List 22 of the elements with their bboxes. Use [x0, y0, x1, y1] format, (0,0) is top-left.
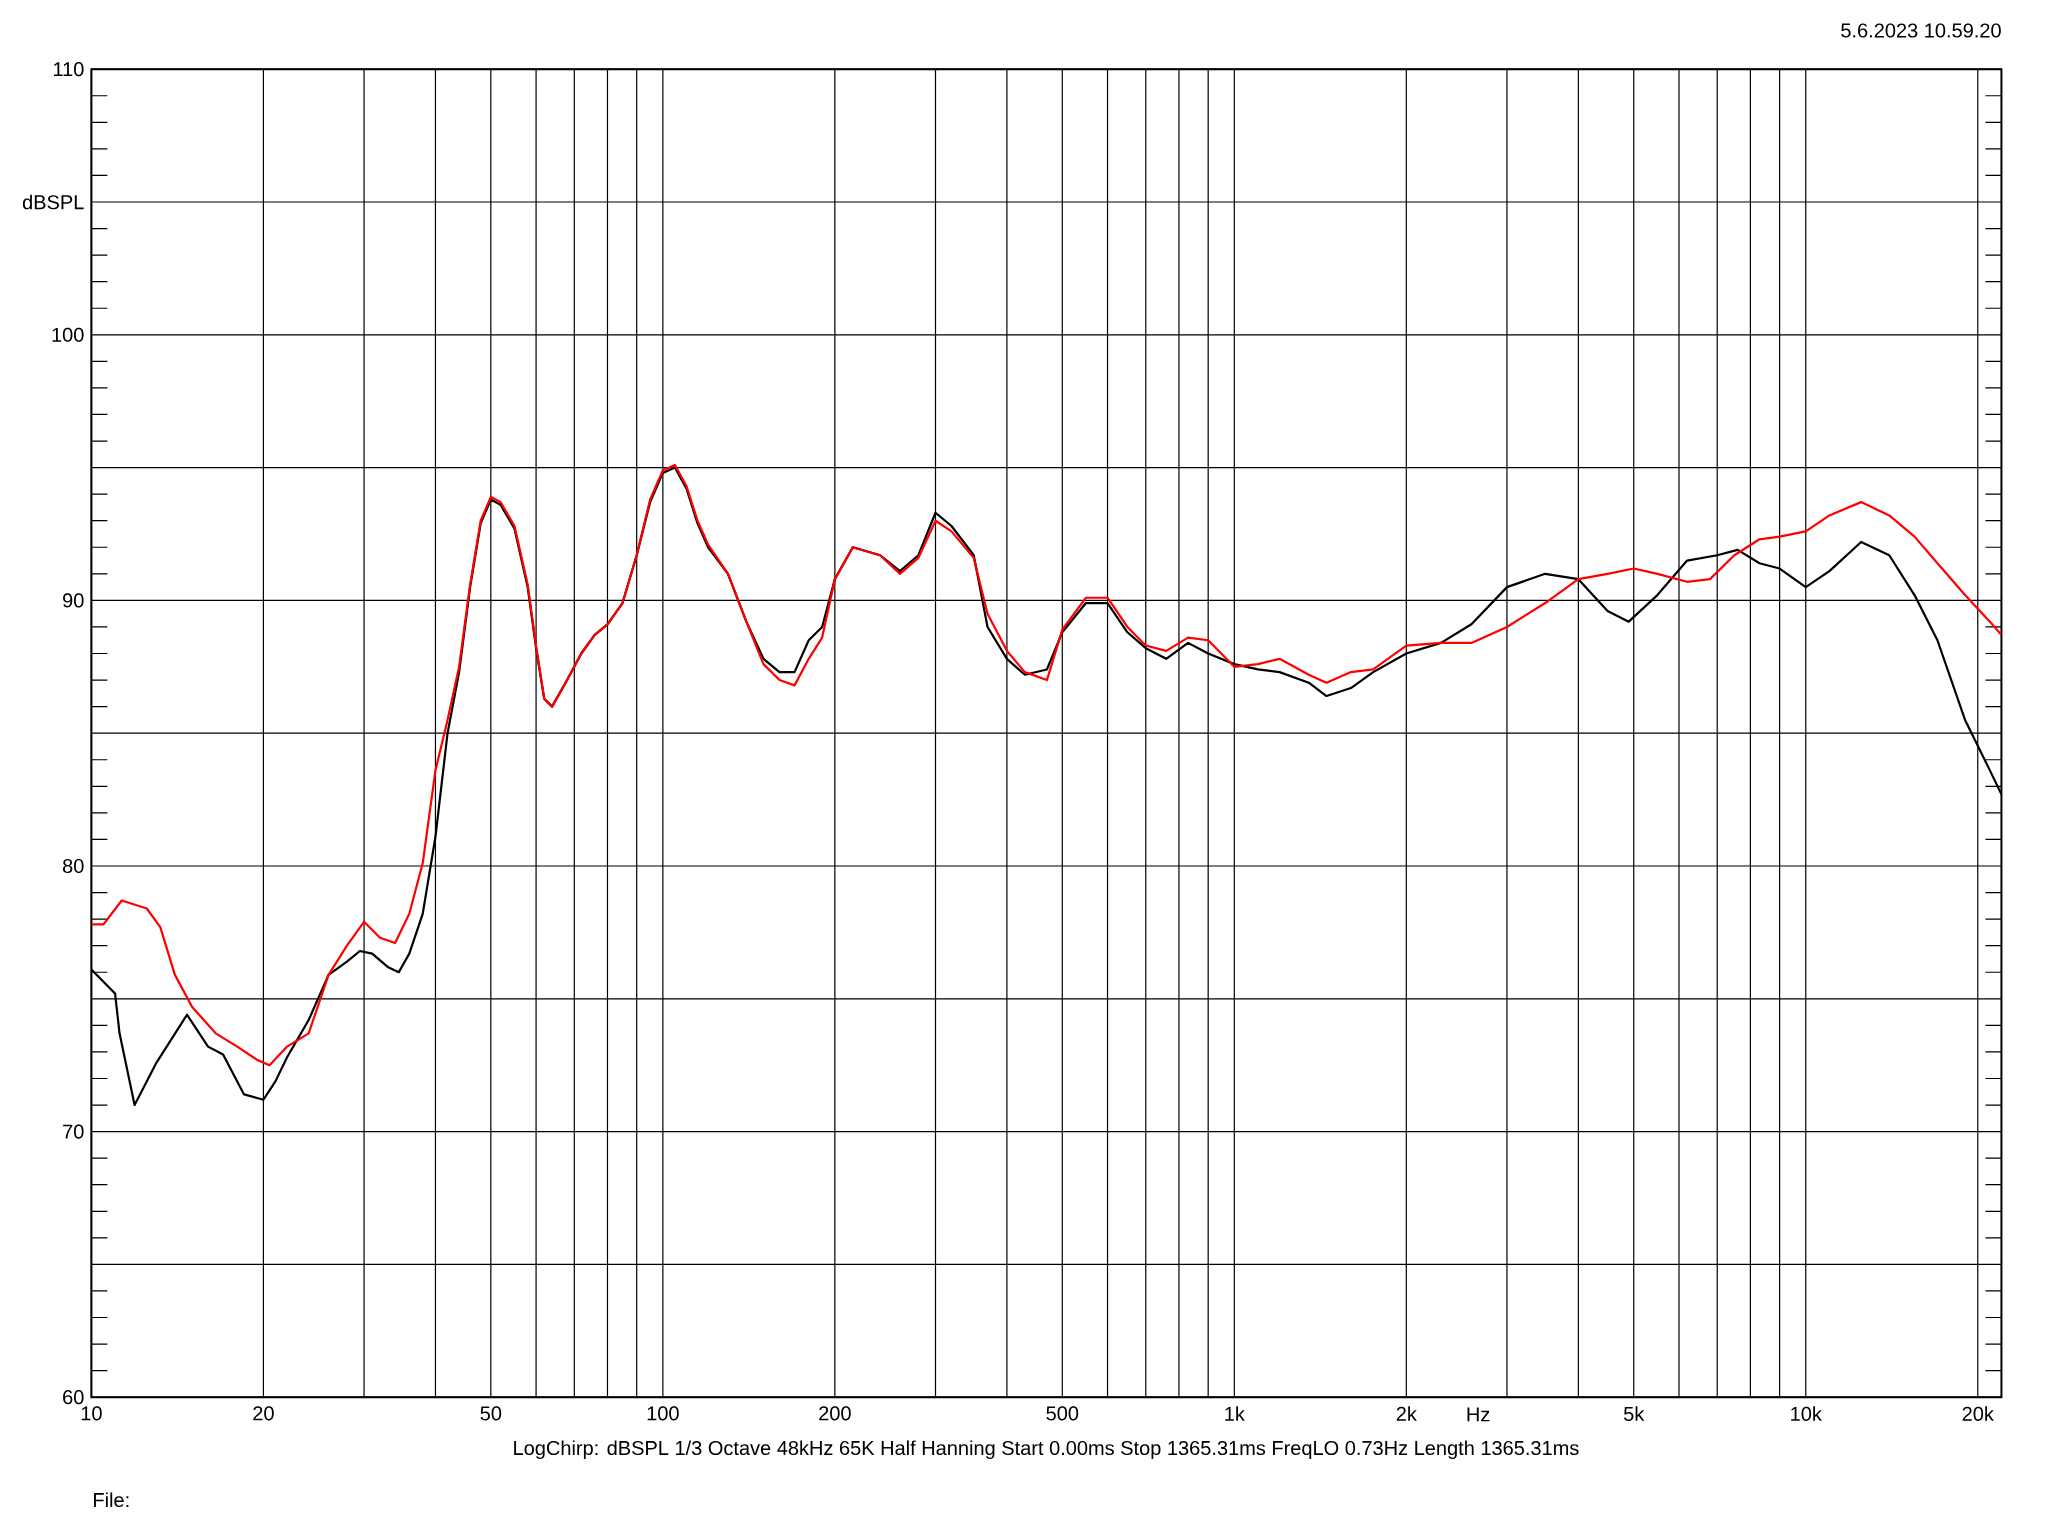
x-tick-label: 2k: [1396, 1406, 1417, 1421]
x-tick-label: 10: [81, 1406, 102, 1421]
y-tick-label: 60: [63, 1390, 84, 1405]
x-tick-label: 20k: [1962, 1406, 1994, 1421]
x-tick-label: 20: [253, 1406, 274, 1421]
x-tick-label: 200: [819, 1406, 851, 1421]
y-tick-label: dBSPL: [22, 194, 84, 210]
x-tick-label: 500: [1046, 1406, 1079, 1421]
y-tick-label: 70: [63, 1124, 84, 1139]
x-tick-label: 10k: [1791, 1406, 1822, 1421]
text: File:: [94, 1492, 129, 1508]
y-tick-label: 90: [63, 593, 84, 608]
y-tick-label: 100: [52, 327, 84, 342]
x-tick-label: 5k: [1623, 1406, 1645, 1421]
x-tick-label: 1k: [1225, 1406, 1245, 1421]
x-tick-label: 50: [480, 1406, 502, 1421]
y-tick-label: 110: [54, 62, 84, 77]
text: LogChirp: dBSPL 1/3 Octave 48kHz 65K Half Hanning Start 0.00ms Stop 1365.31ms FreqLO 0.73Hz Length 1365.31ms: [514, 1440, 1579, 1460]
y-tick-label: 80: [62, 858, 84, 874]
x-tick-label: 100: [647, 1406, 679, 1421]
text: 5.6.2023 10.59.20: [1841, 23, 2001, 38]
x-axis-title: Hz: [1467, 1407, 1490, 1422]
